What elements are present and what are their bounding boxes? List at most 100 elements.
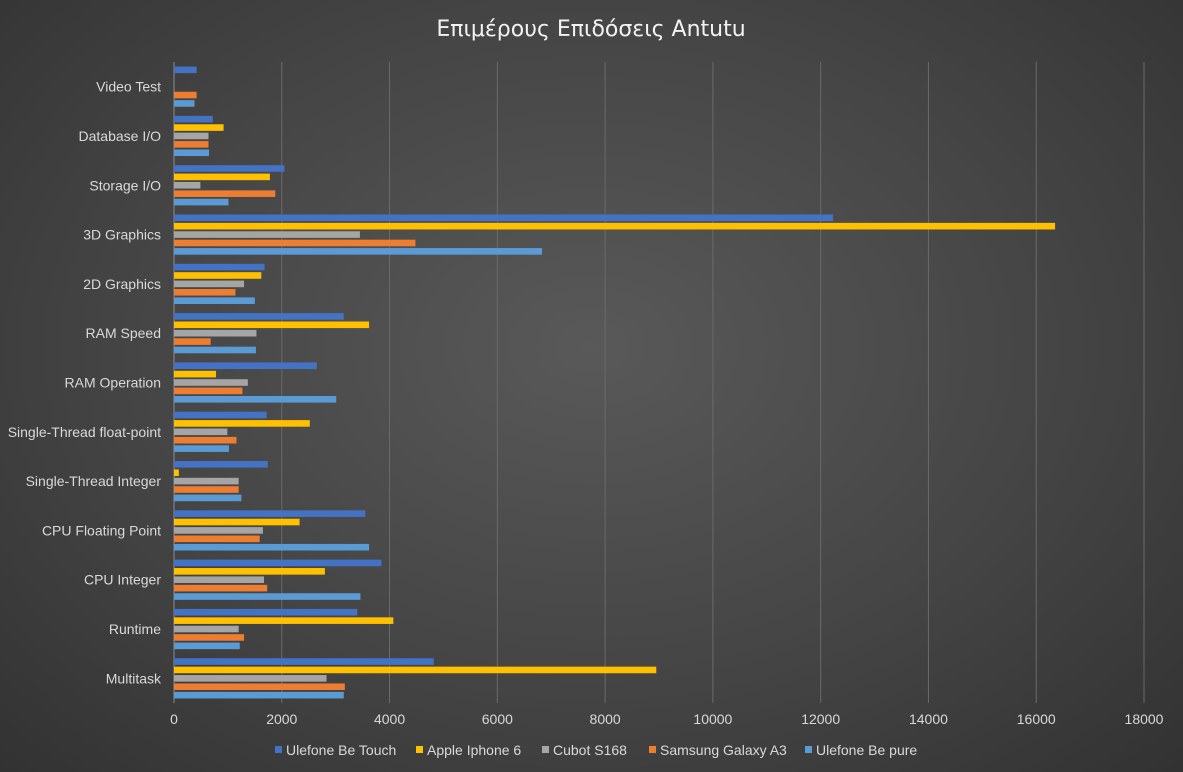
bar: [174, 321, 370, 329]
bar: [174, 66, 197, 74]
bar: [174, 297, 255, 304]
x-tick-label: 2000: [266, 711, 297, 727]
y-category-label: CPU Integer: [84, 572, 161, 588]
x-tick-label: 18000: [1125, 711, 1164, 727]
bar: [174, 124, 224, 131]
bar: [174, 370, 217, 378]
bar: [174, 568, 325, 575]
bar: [174, 329, 257, 337]
bar: [174, 338, 211, 345]
bar: [174, 420, 310, 427]
bar: [174, 362, 317, 369]
bar: [174, 280, 245, 288]
legend-label: Cubot S168: [553, 742, 627, 758]
bar: [174, 387, 243, 395]
legend-label: Ulefone Be pure: [816, 742, 917, 758]
bar: [174, 593, 361, 600]
bar: [174, 675, 327, 682]
bar: [174, 518, 300, 526]
bars: [174, 66, 1056, 699]
bar: [174, 576, 264, 584]
bar: [174, 222, 1056, 230]
legend-swatch: [805, 746, 812, 753]
x-axis-ticks: 0 2000 4000 6000 8000 10000 12000 14000 16000 180…: [170, 711, 1164, 727]
legend-label: Ulefone Be Touch: [286, 742, 396, 758]
y-category-label: Video Test: [96, 79, 161, 95]
x-tick-label: 0: [170, 711, 178, 727]
y-category-label: RAM Speed: [86, 325, 161, 341]
bar: [174, 313, 344, 320]
bar: [174, 132, 209, 140]
bar: [174, 396, 337, 403]
bar: [174, 634, 245, 641]
bar: [174, 461, 268, 468]
bar: [174, 411, 267, 419]
category-labels: Video Test Database I/O Storage I/O 3D Grap…: [8, 79, 162, 687]
x-tick-label: 6000: [482, 711, 513, 727]
y-category-label: 3D Graphics: [83, 227, 161, 243]
gridlines: [173, 62, 1145, 703]
bar: [174, 379, 248, 386]
y-category-label: Multitask: [106, 670, 162, 686]
bar: [174, 149, 210, 157]
bar: [174, 608, 358, 616]
bar: [174, 510, 366, 517]
bar: [174, 115, 213, 123]
bar: [174, 346, 256, 354]
x-tick-label: 4000: [374, 711, 405, 727]
bar: [174, 584, 268, 592]
bar: [174, 477, 239, 485]
bar: [174, 181, 201, 189]
bar: [174, 683, 345, 691]
legend-label: Samsung Galaxy A3: [660, 742, 787, 758]
bar: [174, 231, 360, 238]
y-category-label: Single-Thread Integer: [26, 473, 162, 489]
bar: [174, 248, 543, 255]
bar: [174, 263, 265, 271]
y-category-label: 2D Graphics: [83, 276, 161, 292]
bar: [174, 165, 285, 172]
bar: [174, 214, 834, 222]
bar: [174, 527, 263, 534]
legend-swatch: [416, 746, 423, 753]
legend: Ulefone Be Touch Apple Iphone 6 Cubot S168…: [275, 742, 917, 758]
x-tick-label: 8000: [590, 711, 621, 727]
bar: [174, 239, 416, 247]
legend-swatch: [649, 746, 656, 753]
bar: [174, 445, 229, 452]
legend-swatch: [542, 746, 549, 753]
y-category-label: CPU Floating Point: [42, 522, 161, 538]
bar: [174, 428, 228, 436]
bar: [174, 100, 195, 107]
bar: [174, 436, 237, 444]
bar: [174, 559, 382, 567]
y-category-label: Storage I/O: [89, 177, 161, 193]
y-category-label: Database I/O: [79, 128, 162, 144]
bar: [174, 691, 344, 699]
chart-title: Επιμέρους Επιδόσεις Antutu: [436, 17, 745, 42]
bar: [174, 658, 434, 665]
bar: [174, 198, 229, 206]
x-tick-label: 10000: [693, 711, 732, 727]
bar: [174, 625, 239, 633]
bar: [174, 486, 239, 493]
bar: [174, 666, 657, 674]
bar: [174, 642, 240, 650]
bar: [174, 469, 179, 477]
bar: [174, 535, 260, 543]
bar: [174, 617, 394, 624]
y-category-label: RAM Operation: [65, 375, 161, 391]
bar: [174, 190, 276, 197]
bar: [174, 173, 270, 181]
bar: [174, 288, 236, 296]
x-tick-label: 12000: [801, 711, 840, 727]
bar: [174, 494, 242, 502]
y-category-label: Runtime: [109, 621, 161, 637]
bar: [174, 272, 262, 279]
y-category-label: Single-Thread float-point: [8, 424, 161, 440]
x-tick-label: 14000: [909, 711, 948, 727]
bar: [174, 141, 209, 148]
bar: [174, 543, 370, 551]
legend-label: Apple Iphone 6: [427, 742, 521, 758]
